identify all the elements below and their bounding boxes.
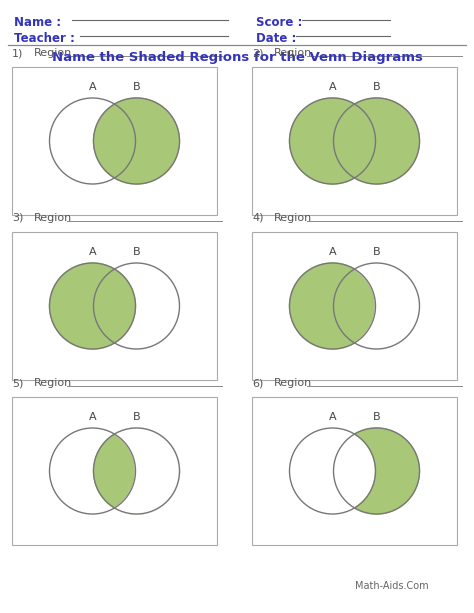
Circle shape (49, 263, 136, 349)
Polygon shape (355, 428, 419, 514)
Text: A: A (328, 247, 337, 257)
Text: A: A (328, 412, 337, 422)
Text: Region: Region (34, 48, 72, 58)
Text: 1): 1) (12, 48, 23, 58)
Text: B: B (133, 82, 140, 92)
Circle shape (334, 98, 419, 184)
Bar (252, 67, 457, 215)
Text: 2): 2) (252, 48, 264, 58)
Text: Region: Region (34, 378, 72, 388)
Bar (252, 397, 457, 545)
Bar (12, 232, 217, 380)
Text: B: B (373, 412, 380, 422)
Text: A: A (89, 412, 96, 422)
Text: Region: Region (274, 213, 312, 223)
Text: B: B (373, 247, 380, 257)
Text: 3): 3) (12, 213, 23, 223)
Text: Score :: Score : (256, 16, 302, 29)
Text: Region: Region (34, 213, 72, 223)
Text: B: B (133, 247, 140, 257)
Text: Name the Shaded Regions for the Venn Diagrams: Name the Shaded Regions for the Venn Dia… (52, 51, 422, 64)
Text: Region: Region (274, 48, 312, 58)
Text: A: A (89, 247, 96, 257)
Text: Math-Aids.Com: Math-Aids.Com (355, 581, 428, 591)
Text: Teacher :: Teacher : (14, 32, 75, 45)
Text: B: B (133, 412, 140, 422)
Bar (252, 232, 457, 380)
Polygon shape (115, 428, 180, 514)
Text: 6): 6) (252, 378, 264, 388)
Text: B: B (373, 82, 380, 92)
Polygon shape (355, 263, 419, 349)
Circle shape (290, 263, 375, 349)
Circle shape (93, 428, 180, 514)
Text: 5): 5) (12, 378, 23, 388)
Text: Date :: Date : (256, 32, 296, 45)
Text: 4): 4) (252, 213, 264, 223)
Circle shape (290, 98, 375, 184)
Bar (12, 67, 217, 215)
Text: Name :: Name : (14, 16, 61, 29)
Text: A: A (89, 82, 96, 92)
Text: Region: Region (274, 378, 312, 388)
Bar (12, 397, 217, 545)
Text: A: A (328, 82, 337, 92)
Circle shape (93, 98, 180, 184)
